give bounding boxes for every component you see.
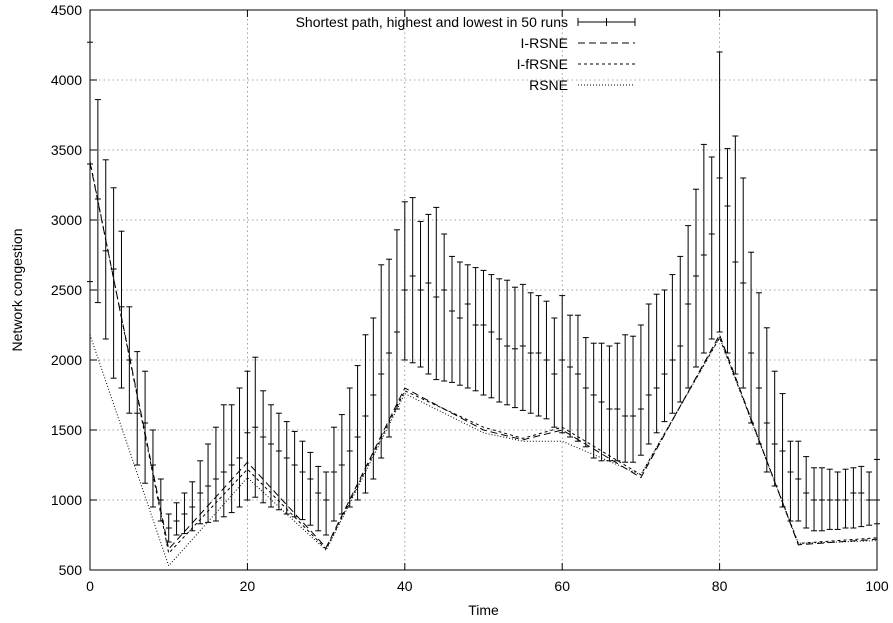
y-tick-label: 1500 [51, 422, 82, 438]
y-tick-label: 1000 [51, 492, 82, 508]
x-tick-label: 40 [397, 578, 413, 594]
y-tick-label: 4000 [51, 72, 82, 88]
y-tick-label: 3500 [51, 142, 82, 158]
x-tick-label: 60 [554, 578, 570, 594]
series-line [89, 334, 878, 567]
y-tick-label: 3000 [51, 212, 82, 228]
x-tick-label: 0 [86, 578, 94, 594]
x-axis-label: Time [468, 602, 499, 618]
legend-label: I-RSNE [521, 35, 568, 51]
ticks: 500 1000 1500 2000 2500 3000 3500 4000 4500 0 20 40… [51, 2, 889, 594]
series-layer [87, 41, 880, 567]
legend-label: I-fRSNE [517, 56, 568, 72]
x-tick-label: 100 [865, 578, 889, 594]
legend-label: Shortest path, highest and lowest in 50 … [296, 14, 568, 30]
y-tick-label: 2500 [51, 282, 82, 298]
x-tick-label: 80 [712, 578, 728, 594]
x-tick-label: 20 [240, 578, 256, 594]
series-1 [89, 162, 878, 551]
series-0 [87, 41, 880, 543]
series-line [89, 162, 878, 551]
y-tick-label: 500 [59, 562, 83, 578]
y-tick-label: 4500 [51, 2, 82, 18]
y-tick-label: 2000 [51, 352, 82, 368]
y-axis-label: Network congestion [9, 229, 25, 352]
legend-label: RSNE [529, 77, 568, 93]
series-3 [89, 334, 878, 567]
legend: Shortest path, highest and lowest in 50 … [296, 14, 636, 93]
